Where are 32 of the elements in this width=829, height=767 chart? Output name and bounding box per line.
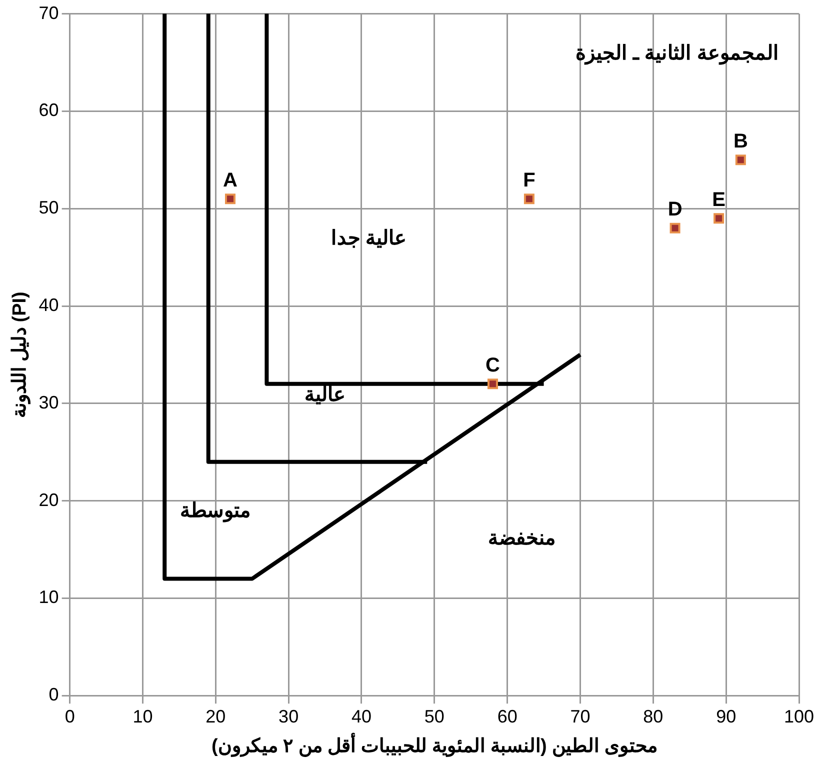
y-tick-label: 10 bbox=[38, 587, 59, 608]
annotation: E bbox=[712, 188, 726, 211]
y-tick-label: 50 bbox=[38, 198, 59, 218]
annotation: B bbox=[733, 130, 748, 152]
x-tick-label: 0 bbox=[64, 706, 75, 726]
x-tick-label: 90 bbox=[716, 706, 736, 726]
y-tick-label: 20 bbox=[38, 490, 59, 510]
annotation: عالية جدا bbox=[331, 227, 407, 250]
y-axis-title: دليل اللدونة (PI) bbox=[10, 292, 31, 418]
annotation: D bbox=[668, 198, 682, 221]
y-tick-label: 40 bbox=[38, 294, 59, 315]
text: المجموعة الثانية ـ الجيزة bbox=[575, 42, 779, 66]
annotation: منخفضة bbox=[488, 527, 556, 550]
x-tick-label: 100 bbox=[784, 706, 814, 726]
annotation: متوسطة bbox=[180, 500, 252, 524]
annotation: C bbox=[486, 354, 500, 376]
x-tick-label: 10 bbox=[132, 706, 153, 726]
x-tick-label: 80 bbox=[643, 706, 664, 726]
y-tick-label: 0 bbox=[48, 684, 59, 705]
annotation: A bbox=[223, 169, 238, 192]
x-axis-title: محتوى الطين (النسبة المئوية للحبيبات أقل من ٢ ميكرون) bbox=[211, 732, 658, 757]
x-tick-label: 60 bbox=[497, 706, 518, 726]
annotation: F bbox=[523, 169, 536, 192]
y-tick-label: 60 bbox=[38, 100, 59, 120]
x-tick-label: 30 bbox=[278, 706, 299, 726]
annotation: عالية bbox=[304, 384, 346, 406]
y-tick-label: 30 bbox=[38, 392, 59, 412]
x-tick-label: 40 bbox=[351, 706, 372, 726]
y-tick-label: 70 bbox=[38, 2, 59, 23]
x-tick-label: 20 bbox=[206, 706, 226, 726]
x-tick-label: 50 bbox=[424, 706, 444, 726]
x-tick-label: 70 bbox=[570, 706, 590, 726]
